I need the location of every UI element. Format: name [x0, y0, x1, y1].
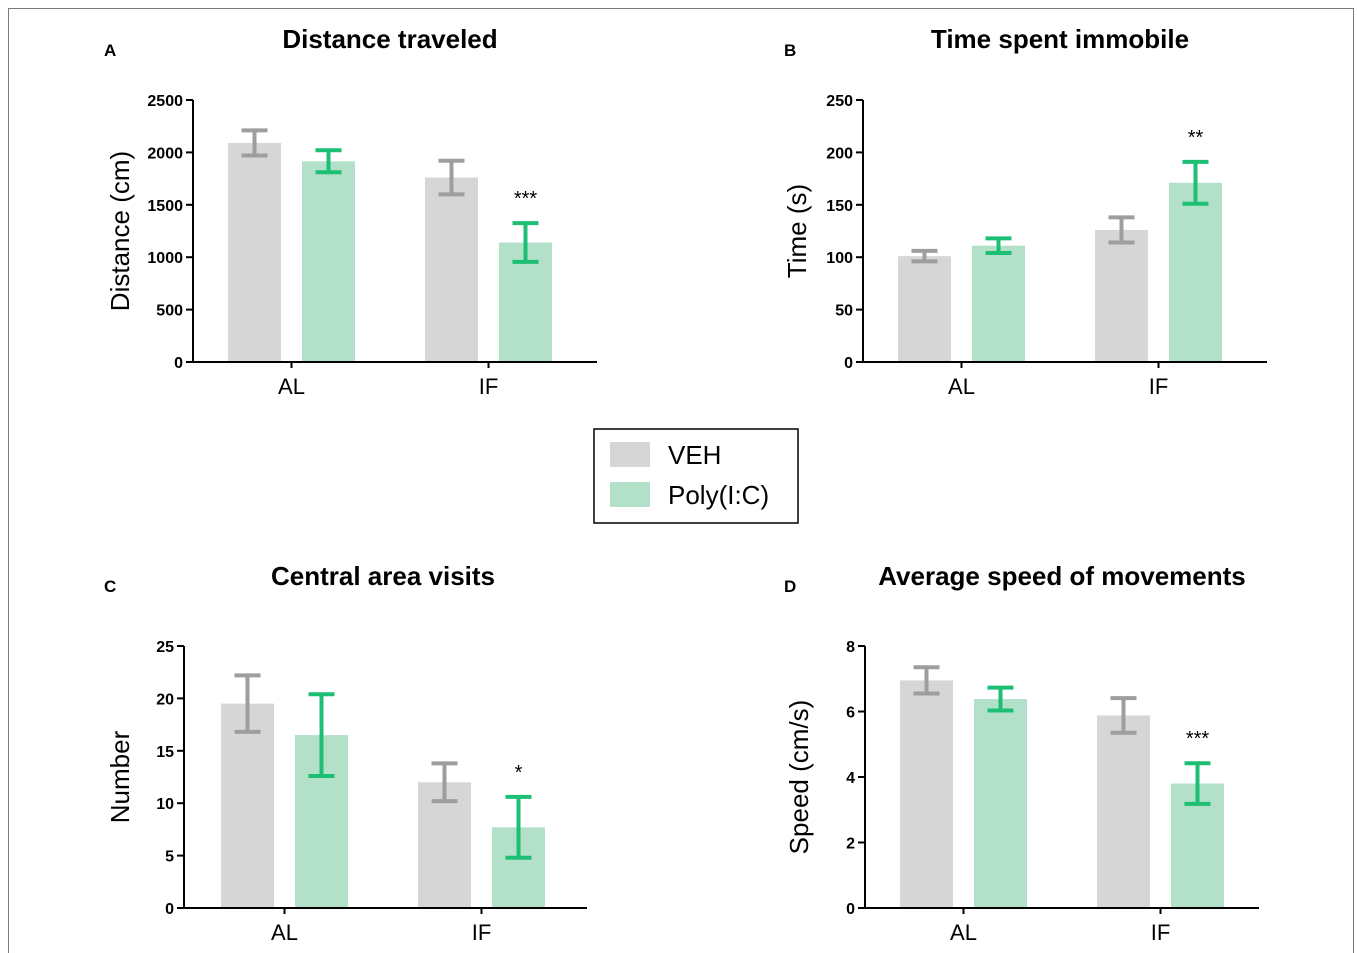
- panel-a-x-tick-label-al: AL: [278, 374, 305, 399]
- panel-b-error-bar-al-polyic: [985, 236, 1012, 256]
- panel-c-letter: C: [104, 577, 116, 596]
- panel-d-bar-if-veh: [1097, 715, 1150, 908]
- legend-label-veh: VEH: [668, 440, 721, 470]
- panel-d-error-bar-al-veh: [913, 665, 940, 696]
- panel-a-error-bar-if-veh: [438, 158, 465, 197]
- panel-a-y-tick-label: 0: [174, 355, 183, 372]
- panel-b-bar-al-polyic: [972, 245, 1025, 362]
- panel-b-y-tick-label: 50: [835, 303, 853, 320]
- panel-c-y-tick-label: 25: [156, 639, 174, 656]
- panel-c-title: Central area visits: [271, 561, 495, 591]
- panel-d-x-tick-label-if: IF: [1151, 920, 1171, 945]
- panel-d-y-tick-label: 8: [846, 639, 855, 656]
- panel-d-bar-al-veh: [900, 680, 953, 908]
- panel-c-chart: C Central area visits Number AL IF * 0 5 10 15 20 2…: [104, 561, 587, 945]
- legend-label-polyic: Poly(I:C): [668, 480, 769, 510]
- panel-c-x-tick-label-if: IF: [472, 920, 492, 945]
- panel-b-title: Time spent immobile: [931, 24, 1189, 54]
- panel-d-y-axis-label: Speed (cm/s): [784, 700, 814, 855]
- panel-b-y-tick-label: 250: [826, 93, 853, 110]
- panel-d-y-tick-label: 4: [846, 770, 855, 787]
- panel-a-y-tick-label: 2000: [147, 145, 183, 162]
- panel-d-title: Average speed of movements: [878, 561, 1246, 591]
- panel-b-bar-if-polyic: [1169, 182, 1222, 362]
- panel-a-letter: A: [104, 41, 116, 60]
- panel-b-bar-if-veh: [1095, 229, 1148, 362]
- panel-c-y-tick-label: 0: [165, 901, 174, 918]
- panel-c-y-tick-label: 20: [156, 691, 174, 708]
- panel-c-y-axis-label: Number: [105, 730, 135, 823]
- panel-a-error-bar-if-polyic: [512, 221, 539, 264]
- legend-swatch-polyic: [610, 482, 650, 507]
- panel-b-letter: B: [784, 41, 796, 60]
- panel-a-y-tick-label: 2500: [147, 93, 183, 110]
- panel-d-y-tick-label: 2: [846, 836, 855, 853]
- panel-b-bar-al-veh: [898, 256, 951, 362]
- panel-b-error-bar-if-veh: [1108, 215, 1135, 245]
- panel-d-y-tick-label: 0: [846, 901, 855, 918]
- panel-c-x-tick-label-al: AL: [271, 920, 298, 945]
- panel-b-chart: B Time spent immobile Time (s) AL IF ** 0 50 100…: [782, 24, 1267, 399]
- panel-a-error-bar-al-veh: [241, 128, 268, 158]
- panel-a-bar-al-veh: [228, 142, 281, 362]
- legend: VEH Poly(I:C): [593, 428, 799, 524]
- panel-d-y-tick-label: 6: [846, 705, 855, 722]
- panel-a-significance-label: ***: [514, 188, 538, 210]
- panel-b-y-tick-label: 0: [844, 355, 853, 372]
- panel-a-y-tick-label: 1500: [147, 198, 183, 215]
- panel-b-y-tick-label: 150: [826, 198, 853, 215]
- legend-swatch-veh: [610, 442, 650, 467]
- panel-d-x-tick-label-al: AL: [950, 920, 977, 945]
- panel-d-error-bar-if-polyic: [1184, 761, 1211, 806]
- panel-b-significance-label: **: [1188, 127, 1204, 149]
- panel-a-y-axis-label: Distance (cm): [105, 151, 135, 311]
- panel-b-error-bar-al-veh: [911, 248, 938, 264]
- panel-d-chart: D Average speed of movements Speed (cm/s) A…: [784, 561, 1259, 945]
- panel-c-error-bar-if-veh: [431, 761, 458, 804]
- panel-a-chart: A Distance traveled Distance (cm) AL IF *** 0 5…: [104, 24, 597, 399]
- figure-frame: [8, 8, 1354, 953]
- panel-b-x-tick-label-al: AL: [948, 374, 975, 399]
- panel-a-error-bar-al-polyic: [315, 148, 342, 175]
- panel-b-y-tick-label: 200: [826, 145, 853, 162]
- panel-d-error-bar-al-polyic: [987, 685, 1014, 713]
- panel-c-y-tick-label: 15: [156, 744, 174, 761]
- panel-c-significance-label: *: [515, 762, 523, 784]
- panel-c-error-bar-al-polyic: [308, 692, 335, 778]
- panel-c-bar-if-veh: [418, 782, 471, 908]
- panel-a-title: Distance traveled: [282, 24, 497, 54]
- panel-a-y-tick-label: 1000: [147, 250, 183, 267]
- panel-c-error-bar-al-veh: [234, 673, 261, 734]
- panel-d-bar-al-polyic: [974, 699, 1027, 908]
- panel-c-y-tick-label: 10: [156, 796, 174, 813]
- panel-a-bar-if-veh: [425, 177, 478, 362]
- panel-c-bar-al-veh: [221, 703, 274, 908]
- panel-c-y-tick-label: 5: [165, 849, 174, 866]
- panel-b-y-tick-label: 100: [826, 250, 853, 267]
- panel-d-significance-label: ***: [1186, 728, 1210, 750]
- panel-a-bar-al-polyic: [302, 161, 355, 362]
- panel-b-x-tick-label-if: IF: [1149, 374, 1169, 399]
- panel-c-error-bar-if-polyic: [505, 794, 532, 860]
- panel-d-error-bar-if-veh: [1110, 696, 1137, 735]
- panel-b-error-bar-if-polyic: [1182, 159, 1209, 206]
- panel-d-letter: D: [784, 577, 796, 596]
- panel-b-y-axis-label: Time (s): [782, 184, 812, 278]
- panel-a-x-tick-label-if: IF: [479, 374, 499, 399]
- panel-a-y-tick-label: 500: [156, 303, 183, 320]
